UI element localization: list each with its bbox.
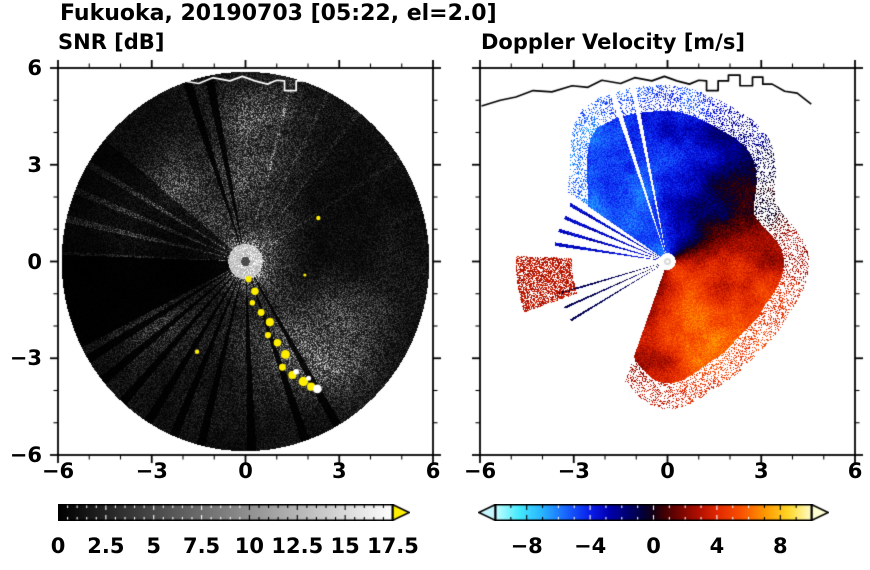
figure-title: Fukuoka, 20190703 [05:22, el=2.0] (60, 1, 497, 26)
colorbar-tick-label: 10 (234, 534, 265, 558)
y-tick-label: 3 (27, 152, 42, 177)
y-tick-label: 6 (27, 56, 42, 80)
colorbar-tick-label: 12.5 (271, 534, 324, 558)
doppler-colorbar-labels: −8 −4 0 4 8 (495, 534, 812, 562)
doppler-x-axis-labels: −6 −3 0 3 6 (464, 459, 862, 487)
colorbar-tick-label: 4 (709, 534, 725, 558)
x-tick-label: 6 (425, 459, 441, 483)
x-tick-label: 6 (847, 459, 863, 483)
doppler-colorbar (478, 504, 829, 521)
y-tick-label: −3 (9, 346, 42, 371)
x-tick-label: −3 (557, 459, 590, 483)
y-axis-labels: −6 −3 0 3 6 (0, 56, 45, 467)
y-tick-label: 0 (27, 249, 42, 274)
x-tick-label: −6 (41, 459, 75, 483)
colorbar-tick-label: 0 (50, 534, 66, 558)
colorbar-tick-label: −8 (510, 534, 543, 558)
x-tick-label: −3 (135, 459, 168, 483)
y-tick-label: −6 (9, 443, 42, 467)
x-tick-label: −6 (463, 459, 497, 483)
snr-colorbar-labels: 0 2.5 5 7.5 10 12.5 15 17.5 (51, 534, 419, 562)
doppler-ppi-plot (470, 58, 865, 465)
snr-panel-title: SNR [dB] (58, 30, 165, 54)
colorbar-tick-label: 8 (772, 534, 788, 558)
snr-ppi-plot (48, 58, 443, 465)
colorbar-tick-label: 0 (646, 534, 661, 558)
colorbar-tick-label: 5 (146, 534, 162, 558)
x-tick-label: 0 (238, 459, 253, 483)
colorbar-tick-label: 7.5 (182, 534, 221, 558)
colorbar-tick-label: −4 (573, 534, 607, 558)
colorbar-tick-label: 2.5 (87, 534, 125, 558)
colorbar-tick-label: 15 (330, 534, 360, 558)
x-tick-label: 3 (331, 459, 347, 483)
snr-x-axis-labels: −6 −3 0 3 6 (42, 459, 440, 487)
colorbar-tick-label: 17.5 (367, 534, 419, 558)
x-tick-label: 3 (753, 459, 769, 483)
snr-colorbar (58, 504, 410, 521)
doppler-panel-title: Doppler Velocity [m/s] (481, 30, 745, 54)
x-tick-label: 0 (660, 459, 675, 483)
